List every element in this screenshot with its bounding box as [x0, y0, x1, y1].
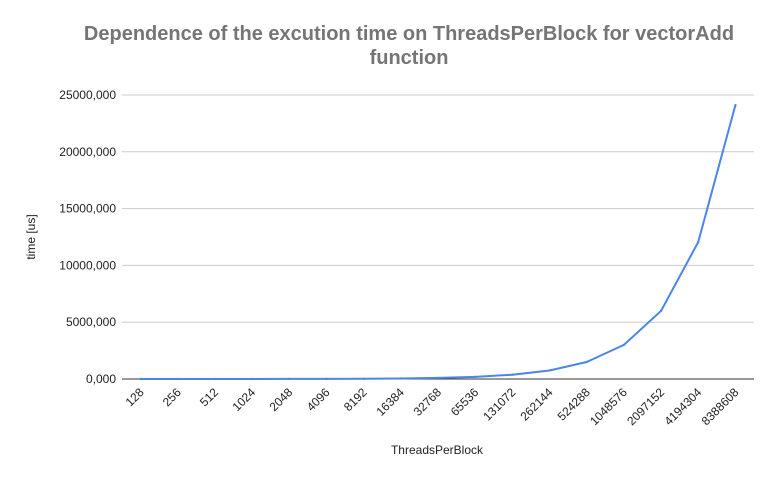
x-tick-label: 256 — [160, 385, 184, 409]
y-tick-label: 10000,000 — [59, 258, 116, 272]
data-point — [585, 360, 588, 364]
data-point — [362, 377, 365, 380]
x-axis-label: ThreadsPerBlock — [391, 443, 484, 457]
x-tick-label: 4096 — [304, 385, 333, 414]
data-point — [288, 377, 291, 381]
x-tick-label: 512 — [197, 385, 221, 409]
data-point — [511, 373, 514, 376]
data-point — [139, 377, 142, 381]
data-point — [659, 309, 663, 313]
data-point — [436, 376, 440, 380]
chart-title-line-2: function — [369, 47, 449, 69]
chart-title: Dependence of the excution time on Threa… — [40, 22, 778, 70]
data-point — [399, 377, 403, 380]
y-tick-label: 20000,000 — [59, 145, 116, 159]
x-tick-label: 2048 — [267, 385, 296, 414]
x-tick-label: 4194304 — [661, 385, 704, 428]
data-point — [473, 375, 477, 379]
data-point — [250, 377, 254, 381]
chart-title-line-1: Dependence of the excution time on Threa… — [83, 23, 735, 45]
data-point — [176, 377, 179, 381]
y-tick-labels: 0,000 5000,000 10000,000 15000,000 20000,000… — [59, 88, 116, 386]
y-tick-label: 15000,000 — [59, 202, 116, 216]
gridlines — [122, 94, 754, 380]
series-lines — [139, 104, 737, 381]
x-tick-labels: 128 256 512 1024 2048 4096 8192 16384 32768 65536… — [123, 385, 742, 428]
data-point — [213, 377, 217, 381]
x-tick-label: 8388608 — [699, 385, 742, 428]
y-axis-label: time [us] — [24, 214, 38, 259]
series-line-0 — [140, 104, 737, 380]
y-tick-label: 25000,000 — [59, 88, 116, 102]
x-tick-label: 32768 — [411, 385, 445, 419]
x-tick-label: 1048576 — [587, 385, 630, 428]
data-point — [734, 104, 737, 107]
x-tick-label: 128 — [123, 385, 147, 409]
x-tick-label: 16384 — [373, 385, 407, 419]
x-tick-label: 1024 — [229, 385, 258, 414]
x-tick-label: 2097152 — [624, 385, 667, 428]
data-point — [622, 343, 626, 347]
data-point — [325, 377, 328, 381]
data-point — [697, 240, 700, 244]
x-tick-label: 8192 — [341, 385, 370, 414]
x-tick-label: 131072 — [480, 385, 518, 423]
data-point — [548, 369, 551, 372]
x-tick-label: 262144 — [517, 385, 555, 423]
x-tick-label: 65536 — [448, 385, 482, 419]
y-tick-label: 5000,000 — [66, 315, 116, 329]
y-tick-label: 0,000 — [86, 372, 116, 386]
